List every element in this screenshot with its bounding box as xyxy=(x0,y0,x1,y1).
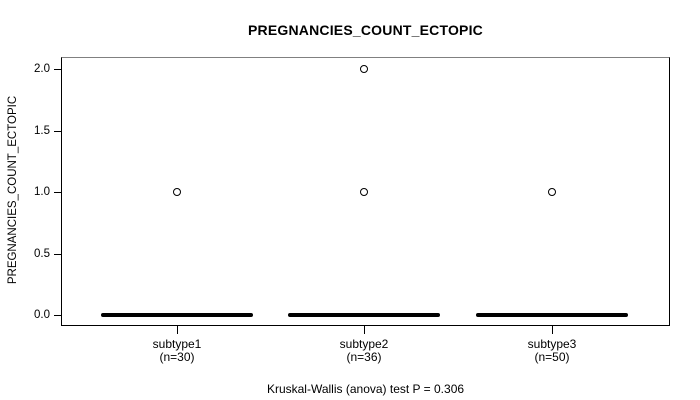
group-count: (n=50) xyxy=(534,350,570,364)
outlier-point-subtype1 xyxy=(173,188,181,196)
y-tick-label: 1.0 xyxy=(34,186,50,198)
y-tick-mark xyxy=(54,253,61,255)
y-tick-mark xyxy=(54,130,61,132)
y-tick-label: 1.5 xyxy=(34,124,50,137)
y-tick-mark xyxy=(54,192,61,193)
group-name: subtype2 xyxy=(339,337,389,351)
y-tick-mark xyxy=(54,69,61,70)
y-tick-label: 2.0 xyxy=(34,63,50,75)
group-name: subtype1 xyxy=(152,337,202,351)
x-tick-mark xyxy=(177,326,178,334)
outlier-point-subtype2 xyxy=(360,65,368,73)
y-tick-label: 0.0 xyxy=(34,309,50,321)
y-tick-mark xyxy=(54,315,61,316)
boxplot-box-subtype2 xyxy=(288,313,440,317)
x-group-label-subtype1: subtype1 (n=30) xyxy=(107,338,247,364)
chart-title: PREGNANCIES_COUNT_ECTOPIC xyxy=(247,22,483,38)
x-group-label-subtype2: subtype2 (n=36) xyxy=(294,338,434,364)
y-tick-label: 0.5 xyxy=(34,247,50,260)
outlier-point-subtype3 xyxy=(548,188,556,196)
group-count: (n=30) xyxy=(159,350,195,364)
x-tick-mark xyxy=(364,326,365,334)
outlier-point-subtype2 xyxy=(360,188,368,196)
test-annotation: Kruskal-Wallis (anova) test P = 0.306 xyxy=(266,382,465,396)
plot-area xyxy=(61,57,670,326)
x-group-label-subtype3: subtype3 (n=50) xyxy=(482,338,622,364)
group-name: subtype3 xyxy=(527,337,577,351)
group-count: (n=36) xyxy=(346,350,382,364)
boxplot-box-subtype1 xyxy=(101,313,253,317)
x-tick-mark xyxy=(552,326,553,334)
boxplot-box-subtype3 xyxy=(476,313,628,317)
